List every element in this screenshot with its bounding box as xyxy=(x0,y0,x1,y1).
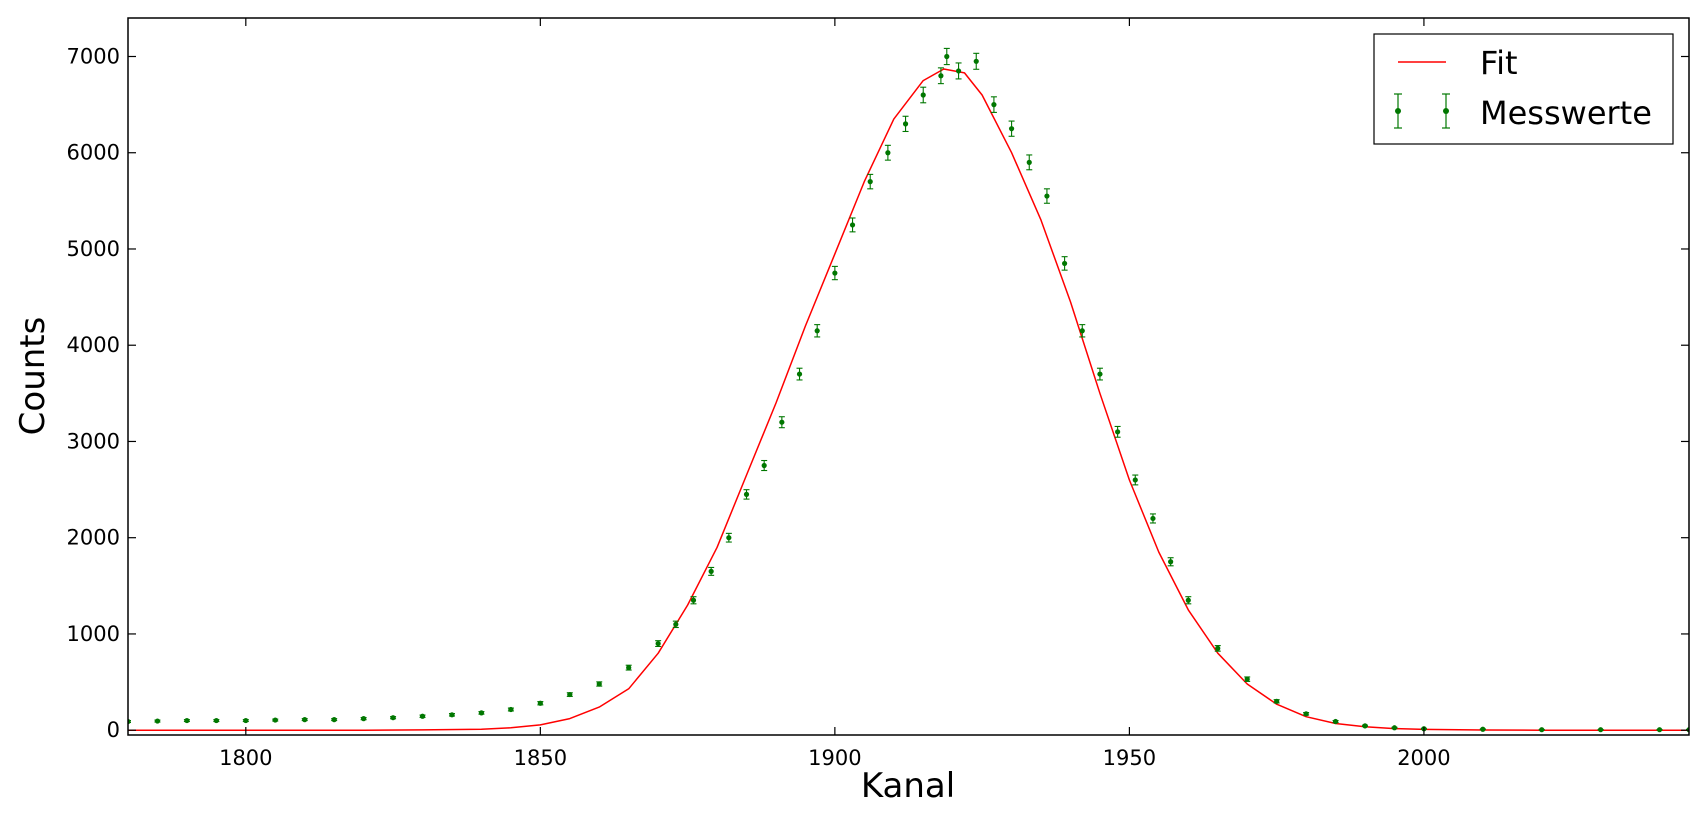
fit-line xyxy=(128,68,1689,731)
data-point xyxy=(672,620,679,629)
data-point xyxy=(1656,727,1663,733)
legend: Fit Messwerte xyxy=(1373,33,1674,145)
data-point xyxy=(690,596,697,605)
data-point xyxy=(831,265,838,281)
legend-fit-label: Fit xyxy=(1480,44,1518,82)
y-tick-label: 1000 xyxy=(67,622,120,646)
data-point xyxy=(154,718,161,724)
data-point xyxy=(1479,726,1486,732)
x-tick-label: 1850 xyxy=(514,746,567,770)
data-point xyxy=(796,367,803,381)
data-point xyxy=(761,459,768,472)
data-point xyxy=(183,717,190,724)
legend-frame xyxy=(1373,33,1674,145)
y-tick-label: 3000 xyxy=(67,429,120,453)
data-point xyxy=(507,706,514,713)
data-point xyxy=(448,712,455,718)
x-axis-label: Kanal xyxy=(861,766,955,806)
data-point xyxy=(1273,698,1280,704)
data-point xyxy=(1214,645,1221,652)
data-point xyxy=(1061,256,1068,271)
legend-data-swatch xyxy=(1394,93,1450,129)
data-point xyxy=(1096,367,1103,381)
y-tick-label: 6000 xyxy=(67,141,120,165)
y-tick-label: 4000 xyxy=(67,333,120,357)
data-point xyxy=(955,62,962,80)
x-tick-label: 2000 xyxy=(1397,746,1450,770)
data-point xyxy=(884,144,891,161)
data-point xyxy=(566,691,573,698)
y-tick-label: 0 xyxy=(107,718,120,742)
data-point xyxy=(725,532,732,543)
data-point xyxy=(1043,188,1050,204)
data-point xyxy=(1079,324,1086,338)
data-point xyxy=(1538,727,1545,733)
x-tick-label: 1900 xyxy=(808,746,861,770)
data-point xyxy=(814,324,821,338)
data-point xyxy=(1026,154,1033,171)
data-point xyxy=(390,715,397,721)
data-point xyxy=(360,716,367,722)
data-layer xyxy=(128,47,1689,733)
data-point xyxy=(867,173,874,190)
data-point xyxy=(708,566,715,576)
data-point xyxy=(990,96,997,113)
data-point xyxy=(625,664,632,671)
data-point xyxy=(1303,711,1310,717)
data-point xyxy=(1391,725,1398,731)
legend-data-label: Messwerte xyxy=(1480,94,1652,132)
plot-frame xyxy=(127,17,1690,736)
data-point xyxy=(1132,474,1139,486)
data-point xyxy=(1167,557,1174,567)
data-point xyxy=(778,416,785,429)
y-tick-label: 5000 xyxy=(67,237,120,261)
data-point xyxy=(849,217,856,233)
data-point xyxy=(1244,676,1251,682)
ticks-layer: 1800 1850 1900 1950 2000 0 1000 2000 3000 4000 500… xyxy=(67,18,1689,770)
data-point xyxy=(242,717,249,724)
data-point xyxy=(419,713,426,719)
data-point xyxy=(1149,513,1156,524)
y-tick-label: 7000 xyxy=(67,44,120,68)
data-point xyxy=(943,47,950,66)
data-point xyxy=(272,717,279,723)
y-axis-label: Counts xyxy=(13,317,53,436)
data-point xyxy=(1597,727,1604,733)
data-point xyxy=(1008,120,1015,137)
data-point xyxy=(920,86,927,104)
data-point xyxy=(537,700,544,706)
data-point xyxy=(1114,425,1121,438)
data-point xyxy=(478,710,485,716)
data-point xyxy=(301,717,308,723)
data-point xyxy=(596,681,603,687)
data-point xyxy=(973,52,980,70)
data-point xyxy=(655,640,662,648)
data-point xyxy=(331,717,338,723)
data-point xyxy=(1332,718,1339,725)
data-point xyxy=(937,67,944,85)
x-tick-label: 1950 xyxy=(1103,746,1156,770)
x-tick-label: 1800 xyxy=(219,746,272,770)
data-point xyxy=(902,115,909,133)
data-point xyxy=(1362,723,1369,729)
data-point xyxy=(213,717,220,724)
data-point xyxy=(1185,596,1192,605)
y-tick-label: 2000 xyxy=(67,526,120,550)
data-point xyxy=(743,489,750,500)
